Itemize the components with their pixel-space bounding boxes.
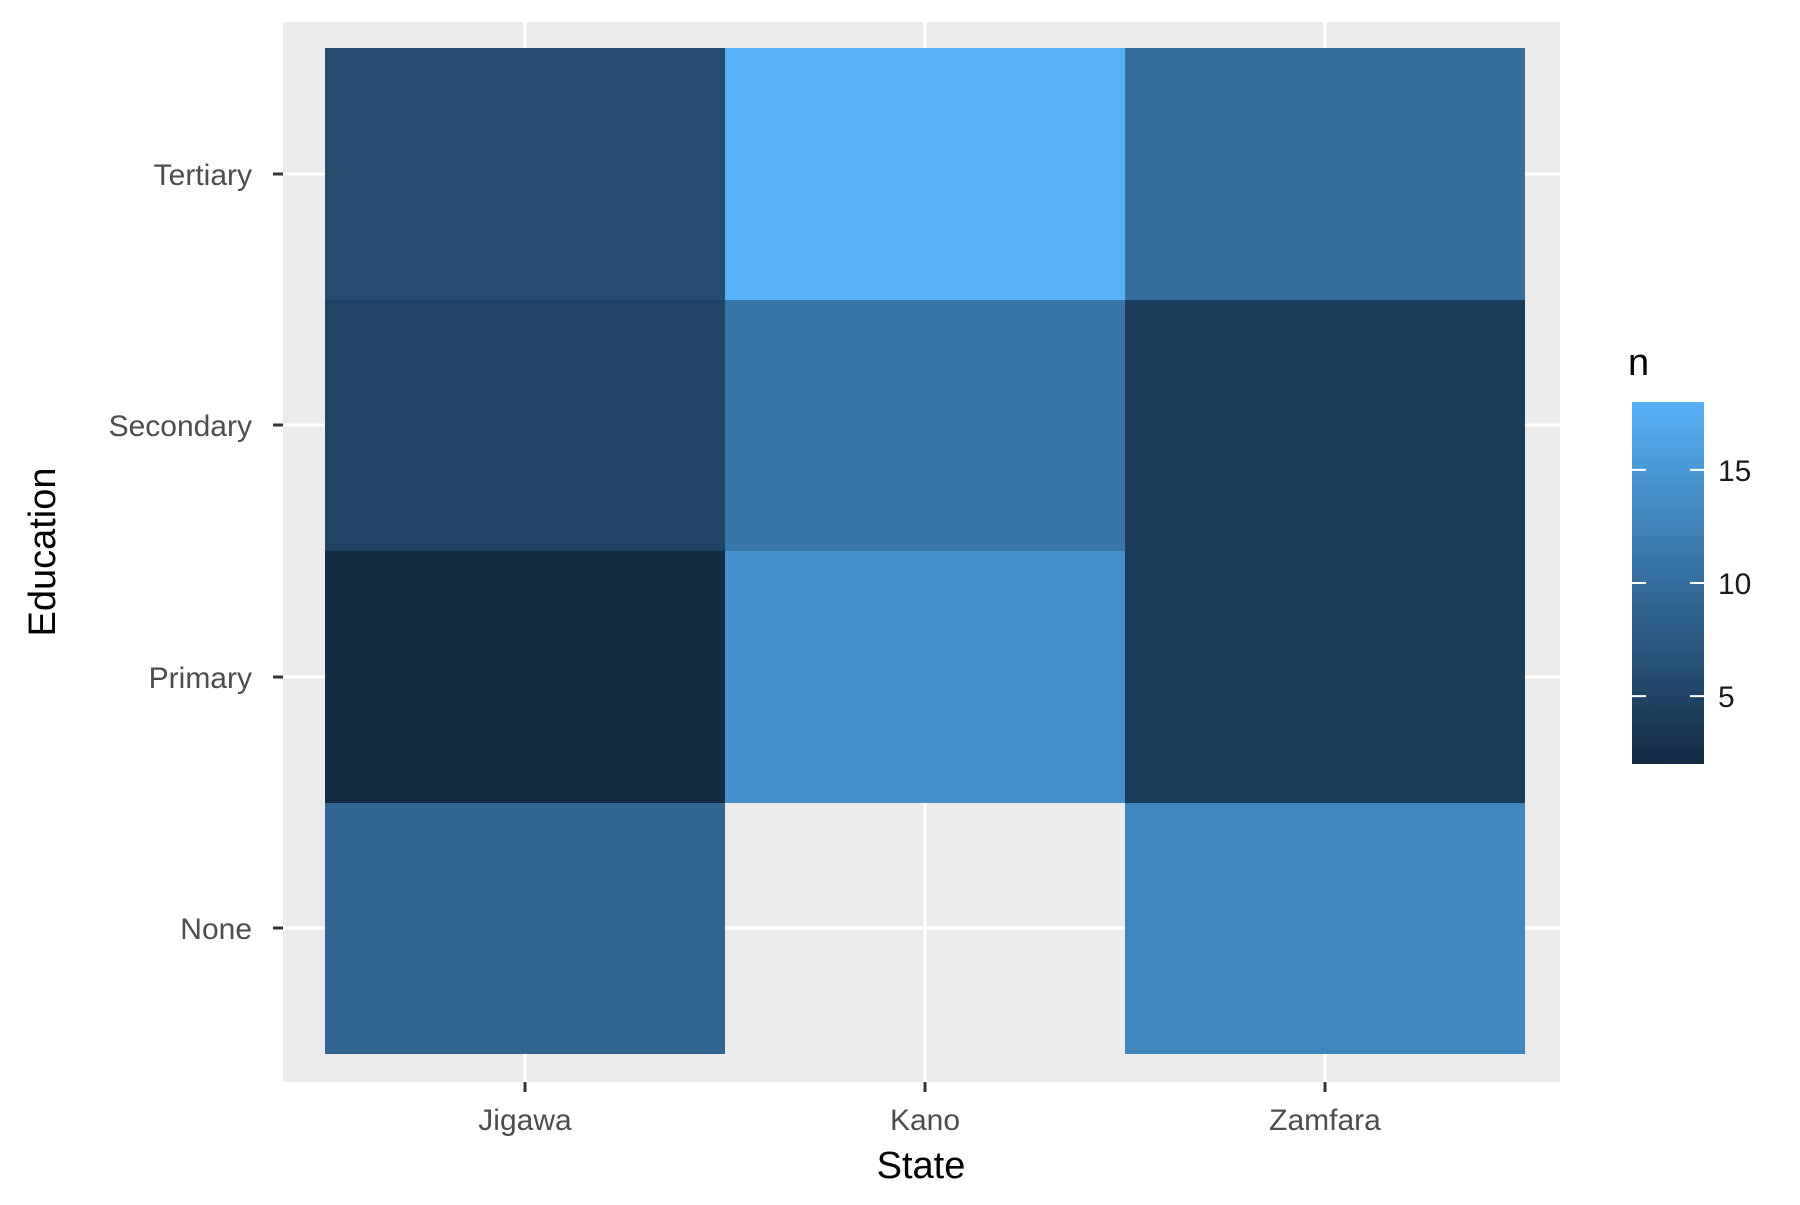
heatmap-cell-kano-tertiary [725, 48, 1125, 300]
heatmap-cell-jigawa-primary [325, 551, 725, 803]
y-axis-title: Education [22, 467, 64, 636]
legend-tick-label: 5 [1718, 681, 1735, 714]
heatmap-cell-zamfara-none [1125, 802, 1525, 1054]
legend-ticks: 5 10 15 [1632, 455, 1751, 714]
heatmap-cell-kano-secondary [725, 299, 1125, 551]
heatmap-cell-zamfara-secondary [1125, 299, 1525, 551]
heatmap-cells [325, 48, 1525, 1054]
legend-tick-label: 15 [1718, 455, 1751, 488]
heatmap-cell-jigawa-none [325, 802, 725, 1054]
y-axis: None Primary Secondary Tertiary [109, 159, 283, 946]
y-tick-label: Primary [149, 662, 252, 695]
heatmap-cell-jigawa-tertiary [325, 48, 725, 300]
heatmap-cell-kano-primary [725, 551, 1125, 803]
x-axis: Jigawa Kano Zamfara [478, 1082, 1381, 1137]
x-tick-label: Kano [890, 1104, 960, 1137]
x-axis-title: State [877, 1145, 966, 1187]
legend-title: n [1628, 342, 1649, 384]
heatmap-cell-jigawa-secondary [325, 299, 725, 551]
color-legend: n 5 10 15 [1628, 342, 1751, 764]
y-tick-label: Tertiary [154, 159, 252, 192]
y-tick-label: Secondary [109, 410, 252, 443]
x-tick-label: Zamfara [1269, 1104, 1381, 1137]
legend-tick-label: 10 [1718, 568, 1751, 601]
x-tick-label: Jigawa [478, 1104, 572, 1137]
heatmap-cell-zamfara-tertiary [1125, 48, 1525, 300]
y-tick-label: None [180, 913, 252, 946]
heatmap-cell-zamfara-primary [1125, 551, 1525, 803]
